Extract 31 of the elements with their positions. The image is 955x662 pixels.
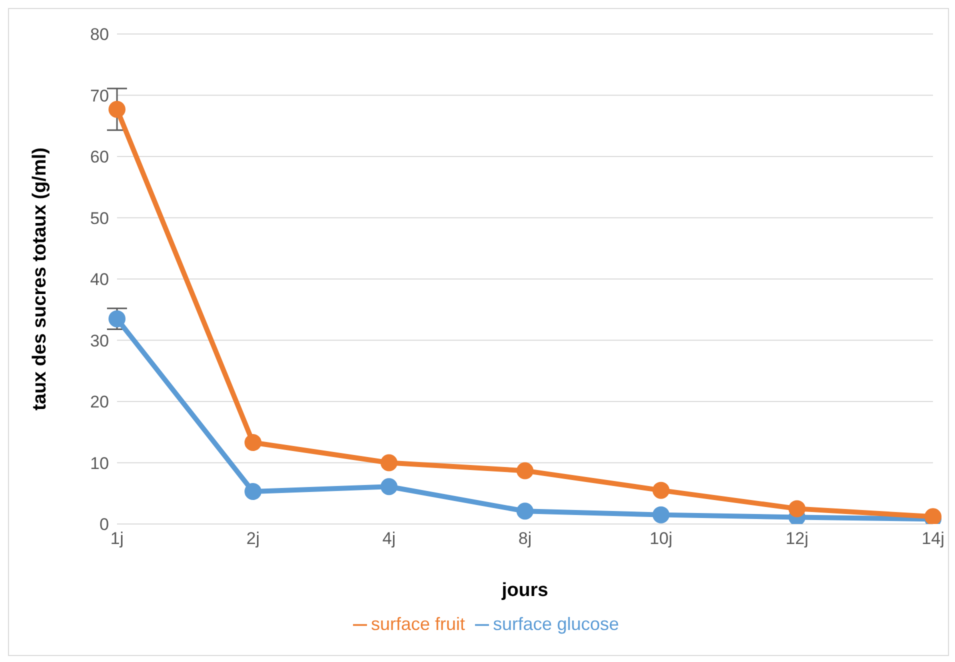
point [108,100,126,118]
x-tick-label: 10j [650,529,672,548]
point [924,508,942,524]
y-tick-label: 60 [90,148,109,167]
x-tick-label: 2j [246,529,260,548]
y-tick-label: 20 [90,392,109,412]
x-tick-label: 8j [518,529,532,548]
x-tick-label: 4j [382,529,396,548]
y-tick-label: 70 [90,86,109,106]
y-axis-title: taux des sucres totaux (g/ml) [30,148,51,410]
y-tick-label: 30 [90,331,109,350]
y-tick-label: 50 [90,208,109,228]
point [652,482,670,499]
y-tick-label: 40 [90,270,109,290]
point [516,462,534,480]
x-tick-label: 12j [786,529,808,548]
point [652,506,670,524]
y-tick-label: 0 [100,515,109,534]
point [244,483,262,500]
y-tick-label: 80 [90,25,109,44]
legend-label: surface fruit [370,614,465,634]
legend-label: surface glucose [492,614,620,634]
y-tick-label: 10 [90,454,109,473]
x-axis-title: jours [500,580,548,601]
x-tick-label: 14j [922,529,944,548]
point [380,478,398,496]
point [788,500,806,518]
point [244,434,262,452]
point [380,454,398,472]
x-tick-label: 1j [110,529,124,548]
point [516,502,534,520]
